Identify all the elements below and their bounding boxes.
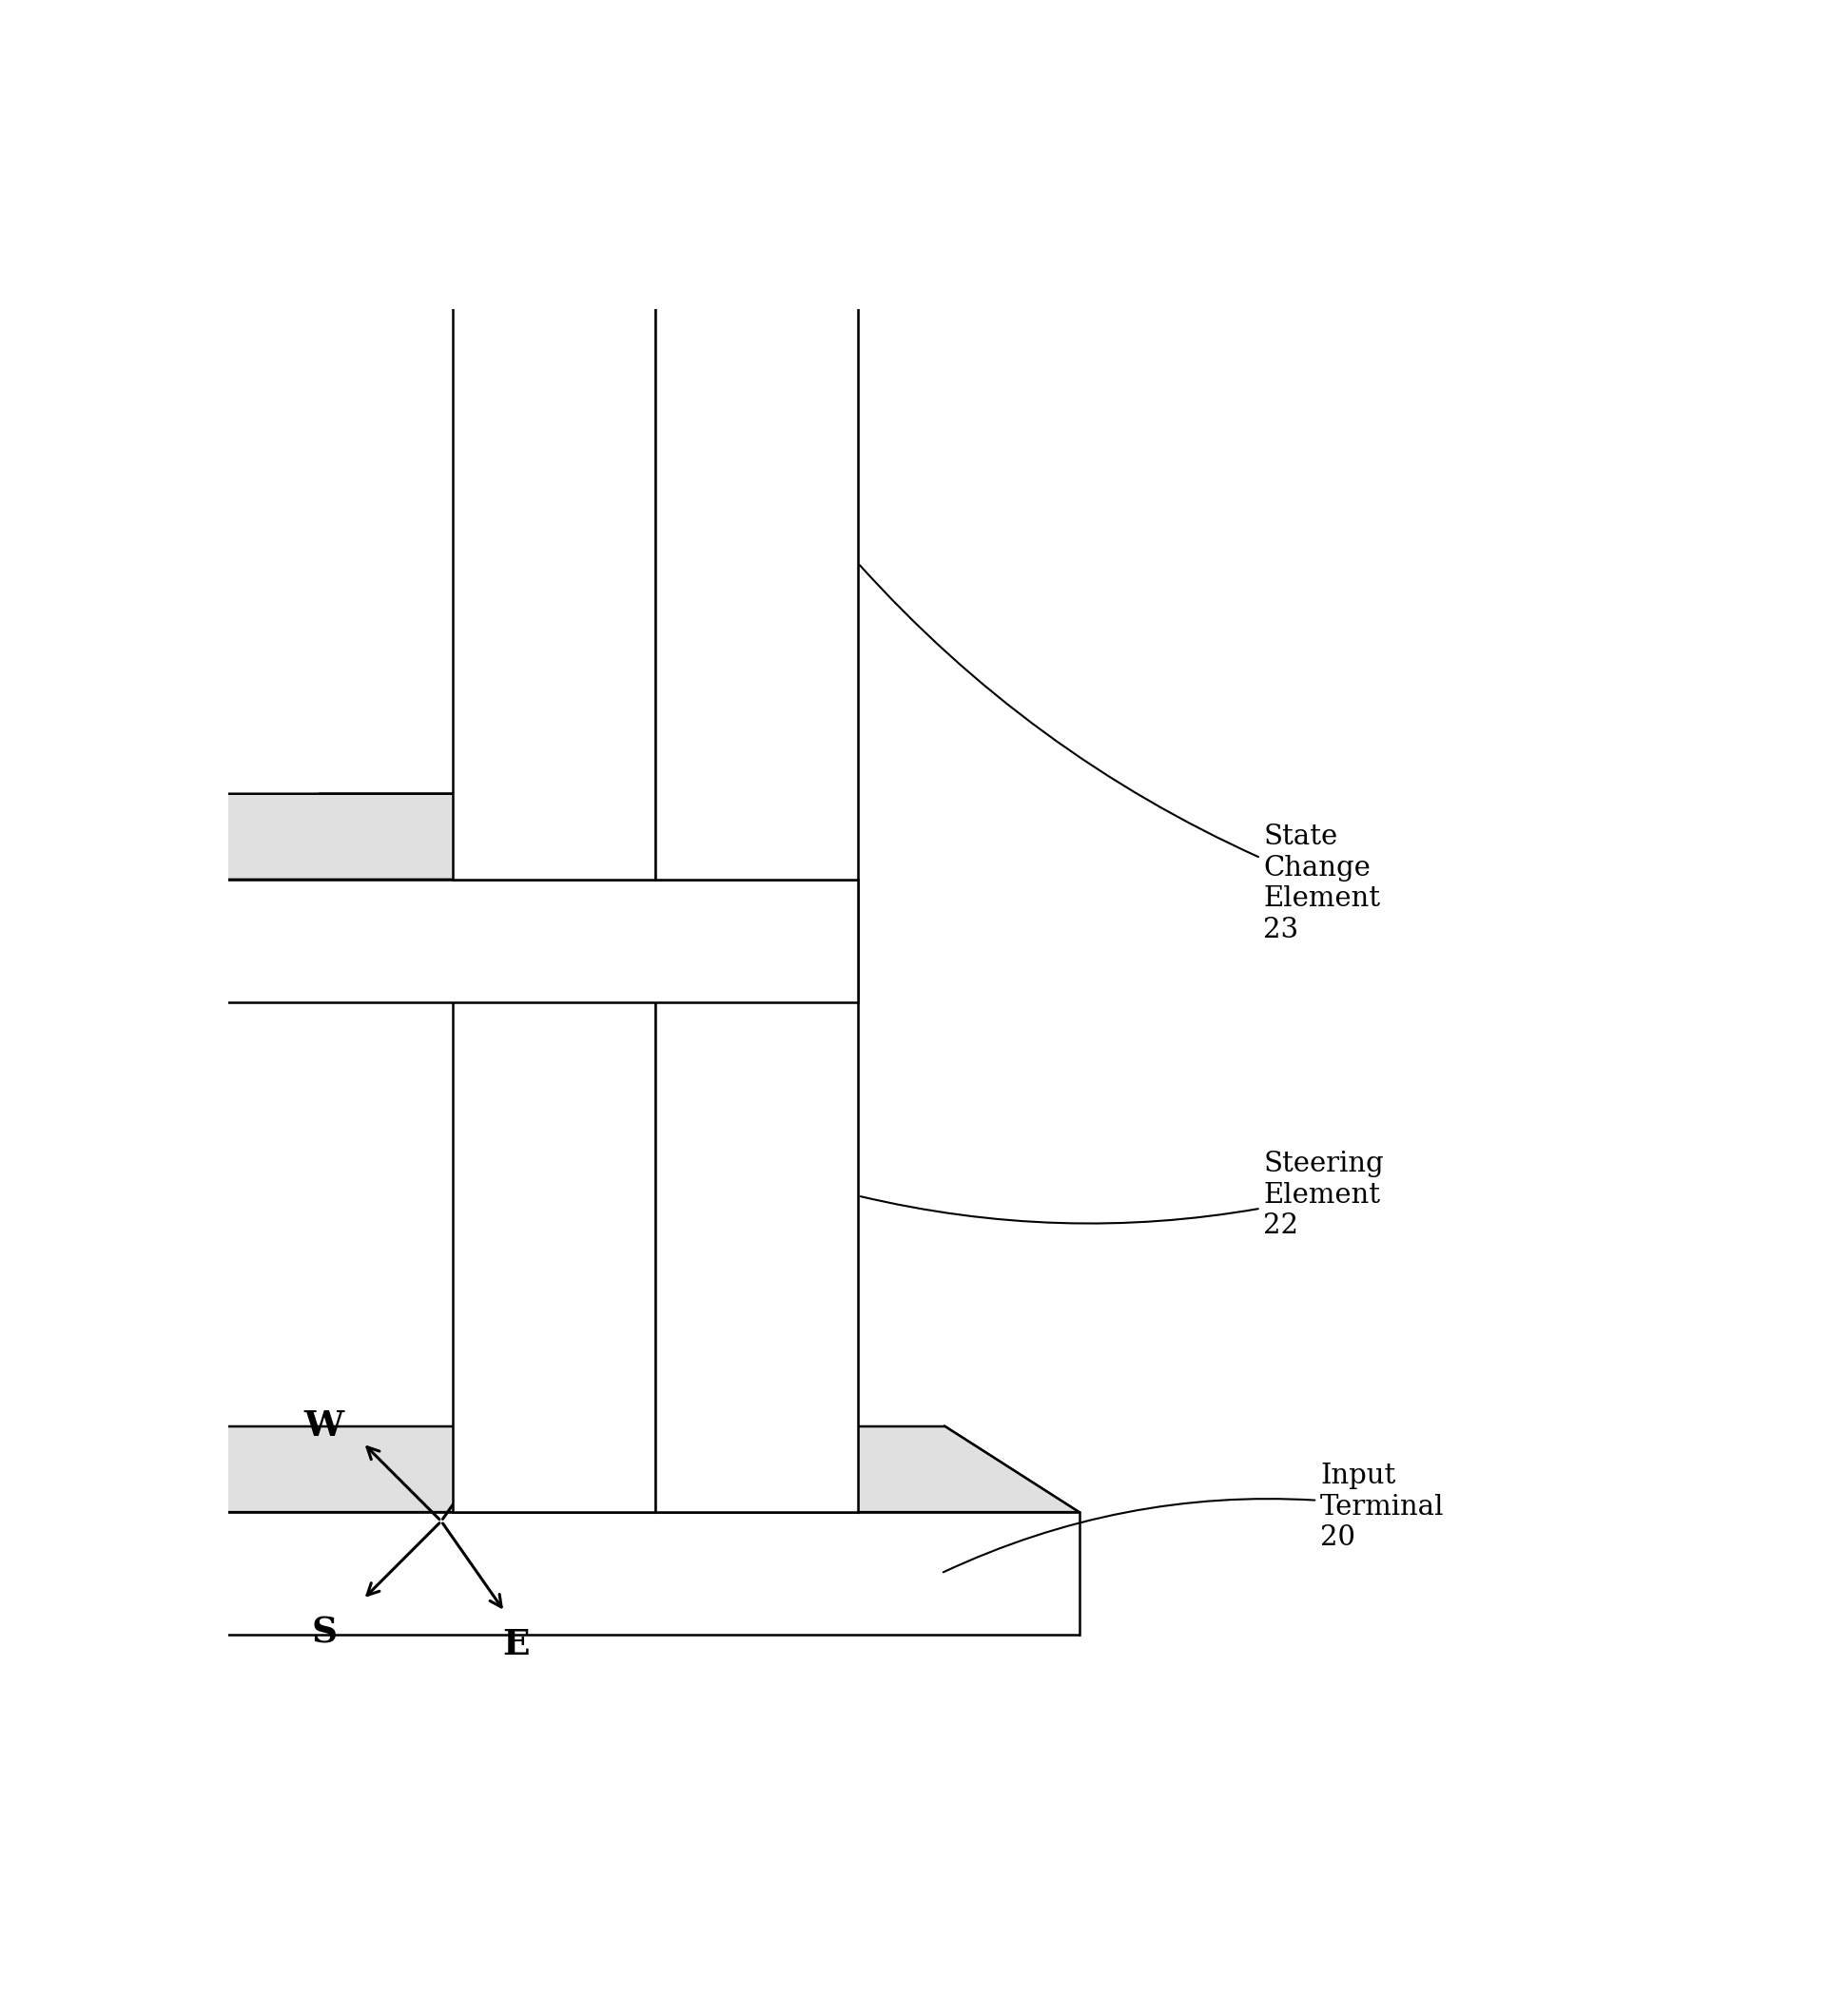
Polygon shape [318,794,655,879]
Polygon shape [724,794,858,1512]
Text: Steering
Element
22: Steering Element 22 [861,1151,1385,1240]
Polygon shape [655,879,858,1512]
Polygon shape [0,879,858,1002]
Polygon shape [452,879,655,1512]
Text: Input
Terminal
20: Input Terminal 20 [944,1464,1445,1572]
Polygon shape [521,794,858,879]
Polygon shape [0,794,858,879]
Polygon shape [655,246,858,879]
Polygon shape [521,161,858,246]
Polygon shape [946,1427,1079,1635]
Text: State
Change
Element
23: State Change Element 23 [860,564,1381,943]
Polygon shape [521,161,655,879]
Polygon shape [0,1427,1079,1512]
Polygon shape [521,794,655,1512]
Polygon shape [0,38,1079,125]
Polygon shape [0,125,1079,246]
Polygon shape [318,161,655,246]
Polygon shape [724,161,858,879]
Polygon shape [946,38,1079,246]
Polygon shape [452,246,655,879]
Polygon shape [0,1512,1079,1635]
Polygon shape [724,794,858,1002]
